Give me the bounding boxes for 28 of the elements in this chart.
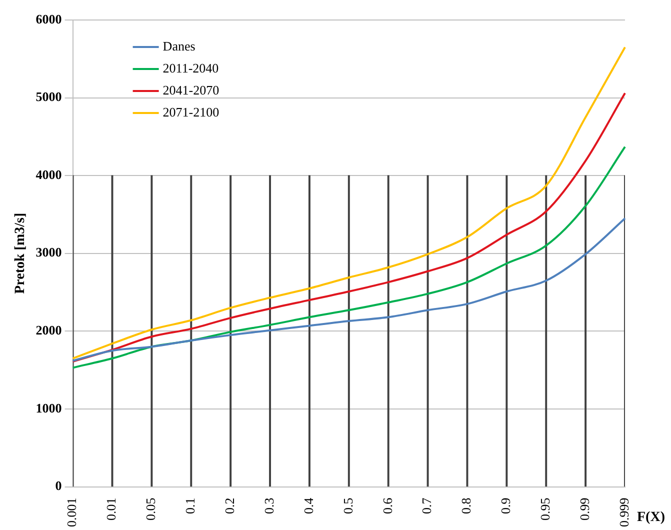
- x-tick-label: 0.5: [340, 498, 356, 514]
- y-tick-label: 5000: [36, 89, 62, 104]
- x-tick-label: 0.6: [380, 497, 395, 514]
- x-axis-title: F(X): [637, 510, 666, 525]
- y-tick-label: 6000: [36, 11, 62, 26]
- legend-label: Danes: [162, 38, 196, 54]
- legend-label: 2071-2100: [162, 104, 220, 120]
- x-tick-label: 0.4: [300, 497, 316, 514]
- legend-label: 2041-2070: [162, 82, 220, 98]
- x-tick-label: 0.3: [261, 498, 276, 514]
- x-tick-label: 0.99: [576, 498, 592, 520]
- y-tick-label: 1000: [36, 400, 62, 416]
- y-tick-label: 2000: [36, 322, 62, 338]
- x-tick-label: 0.2: [222, 498, 237, 514]
- legend-label: 2011-2040: [162, 60, 219, 76]
- y-tick-label: 3000: [36, 244, 62, 260]
- x-tick-label: 0.9: [498, 498, 514, 514]
- y-axis-title: Pretok [m3/s]: [13, 212, 28, 294]
- y-tick-label: 4000: [36, 166, 62, 182]
- x-tick-label: 0.8: [458, 498, 474, 514]
- x-tick-label: 0.7: [419, 497, 434, 514]
- x-tick-label: 0.95: [538, 498, 553, 520]
- x-tick-label: 0.05: [143, 498, 158, 520]
- y-tick-label: 0: [55, 478, 62, 494]
- x-tick-label: 0.01: [104, 498, 119, 520]
- x-tick-label: 0.1: [182, 498, 198, 514]
- x-tick-label: 0.001: [64, 498, 80, 527]
- x-tick-label: 0.999: [616, 498, 632, 527]
